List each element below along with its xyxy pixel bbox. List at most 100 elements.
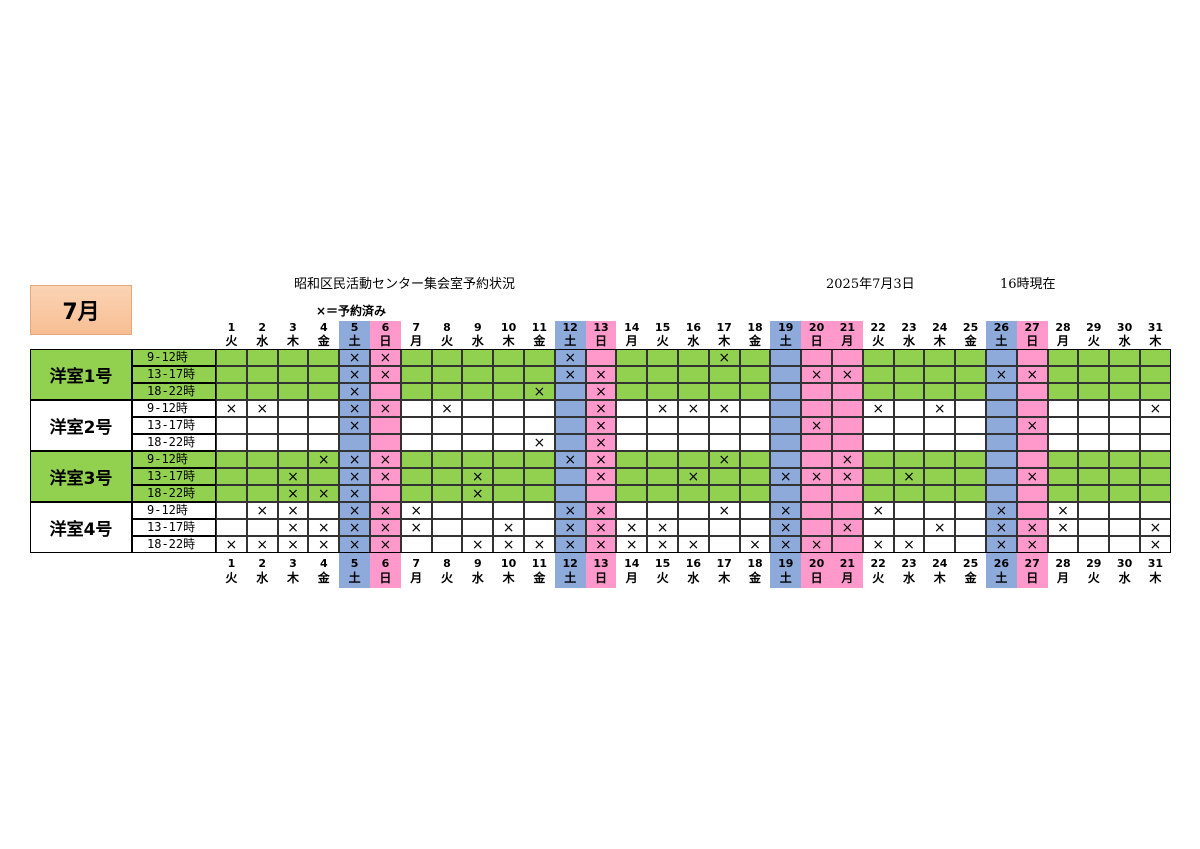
weekday-footer: 水 — [471, 571, 484, 585]
day-number-footer: 11 — [531, 557, 548, 570]
weekday-footer: 月 — [410, 571, 423, 585]
booked-mark: × — [317, 519, 330, 536]
booking-cell — [616, 434, 648, 451]
booked-mark: × — [687, 536, 700, 553]
booking-cell — [739, 468, 771, 485]
booked-mark: × — [749, 536, 761, 553]
booking-cell — [862, 366, 894, 383]
day-number-footer: 16 — [685, 557, 702, 570]
booked-mark: × — [379, 468, 392, 485]
day-number-footer: 20 — [808, 557, 825, 570]
month-label: 7月 — [30, 285, 132, 335]
booking-cell: × — [1016, 366, 1048, 383]
booked-mark: × — [348, 536, 361, 553]
booking-cell: × — [339, 349, 370, 366]
booking-cell — [1109, 434, 1140, 451]
booked-mark: × — [718, 451, 731, 468]
booking-cell — [924, 451, 956, 468]
booking-cell — [708, 485, 740, 502]
day-number-header: 26 — [993, 321, 1010, 334]
booked-mark: × — [1026, 519, 1039, 536]
booking-cell: × — [370, 366, 401, 383]
day-number-header: 24 — [932, 321, 948, 334]
booking-cell — [1047, 383, 1079, 400]
weekday-header: 日 — [810, 334, 823, 348]
day-number-header: 31 — [1147, 321, 1164, 334]
booking-cell: × — [986, 366, 1017, 383]
booking-cell — [832, 502, 863, 519]
booking-cell — [277, 400, 309, 417]
weekday-footer: 土 — [348, 571, 361, 585]
day-number-footer: 29 — [1086, 557, 1102, 570]
booking-cell — [832, 485, 863, 502]
booked-mark: × — [656, 400, 669, 417]
weekday-header: 木 — [933, 334, 946, 348]
booking-cell: × — [1140, 519, 1171, 536]
booked-mark: × — [995, 502, 1008, 519]
booking-cell: × — [585, 519, 617, 536]
booking-cell — [708, 434, 740, 451]
booked-mark: × — [933, 519, 946, 536]
booking-cell — [1109, 502, 1140, 519]
day-number-footer: 25 — [962, 557, 979, 570]
booking-cell — [339, 434, 370, 451]
booking-cell — [554, 485, 586, 502]
booked-mark: × — [410, 519, 423, 536]
booking-cell — [554, 468, 586, 485]
weekday-header: 水 — [471, 334, 484, 348]
booking-cell — [1109, 417, 1140, 434]
booking-cell: × — [370, 451, 401, 468]
weekday-footer: 火 — [872, 571, 885, 585]
booking-cell: × — [924, 400, 956, 417]
weekday-header: 金 — [533, 334, 546, 348]
booking-cell: × — [524, 434, 555, 451]
day-number-footer: 6 — [381, 557, 390, 570]
booking-cell — [955, 451, 986, 468]
booked-mark: × — [779, 468, 792, 485]
booked-mark: × — [471, 485, 484, 502]
day-number-footer: 19 — [778, 557, 794, 570]
booking-cell: × — [277, 485, 309, 502]
booking-cell — [1078, 434, 1110, 451]
booked-mark: × — [779, 536, 792, 553]
booked-mark: × — [256, 400, 269, 417]
booking-cell — [1016, 400, 1048, 417]
weekday-header: 水 — [902, 334, 915, 348]
booking-cell — [893, 434, 925, 451]
booking-cell: × — [370, 536, 401, 553]
booked-mark: × — [595, 417, 607, 434]
booking-cell — [1078, 519, 1110, 536]
day-number-footer: 9 — [473, 557, 482, 570]
booked-mark: × — [287, 536, 299, 553]
booking-cell: × — [370, 400, 401, 417]
booking-cell — [370, 485, 401, 502]
booking-cell — [955, 502, 986, 519]
booking-cell — [246, 349, 278, 366]
day-number-footer: 27 — [1024, 557, 1040, 570]
booked-mark: × — [687, 468, 700, 485]
room-name: 洋室3号 — [30, 451, 132, 502]
booking-cell: × — [277, 502, 309, 519]
booking-cell — [1016, 451, 1048, 468]
weekday-header: 水 — [1118, 334, 1131, 348]
booking-cell: × — [1016, 468, 1048, 485]
booking-cell: × — [585, 451, 617, 468]
booked-mark: × — [317, 536, 330, 553]
booked-mark: × — [841, 451, 854, 468]
time-slot-label: 9-12時 — [132, 349, 216, 366]
time-slot-label: 18-22時 — [132, 536, 216, 553]
booking-cell — [986, 468, 1017, 485]
booked-mark: × — [533, 383, 546, 400]
booking-cell: × — [647, 400, 678, 417]
booked-mark: × — [564, 451, 577, 468]
legend-booked: ×＝予約済み — [316, 304, 387, 318]
time-slot-label: 18-22時 — [132, 383, 216, 400]
booking-cell — [400, 434, 432, 451]
booking-cell — [1047, 451, 1079, 468]
booking-cell — [893, 417, 925, 434]
booking-cell — [924, 417, 956, 434]
booking-cell — [678, 434, 709, 451]
booking-cell: × — [339, 366, 370, 383]
booking-cell: × — [339, 400, 370, 417]
booking-cell — [739, 485, 771, 502]
